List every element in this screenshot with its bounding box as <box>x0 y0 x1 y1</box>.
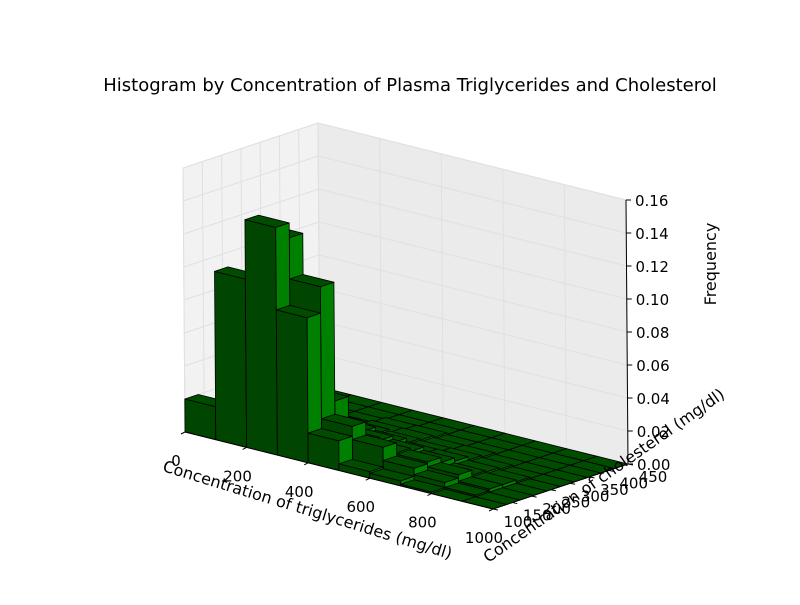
bar-top-face <box>338 458 384 473</box>
y-tick-label: 350 <box>600 481 629 499</box>
y-tick-label: 150 <box>523 507 552 525</box>
x-tick-label: 600 <box>346 498 375 516</box>
z-tick-label: 0.00 <box>637 456 670 474</box>
bar <box>275 304 323 464</box>
y-tick-mark <box>589 476 595 479</box>
y-tick-mark <box>570 482 576 485</box>
bar-top-face <box>427 462 473 476</box>
z-tick-label: 0.16 <box>635 192 668 210</box>
bar-top-face <box>244 214 290 228</box>
x-tick-mark <box>427 493 432 497</box>
y-tick-label: 300 <box>581 487 610 505</box>
tick-labels: 0200400600800100010015020025030035040045… <box>171 192 670 547</box>
y-tick-label: 100 <box>504 513 533 531</box>
bar-top-face <box>400 479 446 493</box>
bar-top-face <box>289 274 335 288</box>
x-tick-label: 1000 <box>465 529 503 547</box>
z-tick-label: 0.04 <box>637 390 670 408</box>
bar-top-face <box>369 468 415 482</box>
z-tick-label: 0.14 <box>635 225 668 243</box>
grid-line-z <box>183 221 627 300</box>
grid-line-z <box>182 122 627 201</box>
y-tick-mark <box>512 502 518 505</box>
z-tick-label: 0.12 <box>636 258 669 276</box>
y-tick-mark <box>531 495 537 498</box>
y-tick-label: 200 <box>542 500 571 518</box>
bar-top-face <box>351 434 398 448</box>
x-tick-mark <box>180 431 186 435</box>
x-axis-line <box>184 431 494 510</box>
bar-top-face <box>320 413 367 427</box>
bar-top-face <box>413 469 459 483</box>
x-tick-mark <box>365 477 371 481</box>
x-tick-label: 400 <box>285 483 314 501</box>
bar-front-face <box>214 270 248 448</box>
y-tick-label: 250 <box>562 494 591 512</box>
z-tick-label: 0.08 <box>636 324 669 342</box>
bars-group <box>184 214 629 510</box>
bar-front-face <box>275 309 309 464</box>
grid-line-z <box>183 155 627 234</box>
z-tick-label: 0.10 <box>636 291 669 309</box>
bar-front-face <box>244 219 278 456</box>
y-tick-mark <box>550 489 556 492</box>
y-axis-line <box>492 463 629 510</box>
bar-top-face <box>396 449 442 463</box>
x-tick-label: 0 <box>171 452 181 470</box>
chart-title: Histogram by Concentration of Plasma Tri… <box>103 75 717 96</box>
z-tick-label: 0.02 <box>637 423 670 441</box>
y-tick-mark <box>492 508 499 511</box>
y-tick-mark <box>608 469 614 472</box>
z-tick-label: 0.06 <box>636 357 669 375</box>
x-tick-label: 800 <box>408 514 437 532</box>
bar-top-face <box>275 304 322 319</box>
x-tick-mark <box>488 508 494 512</box>
bar-top-face <box>444 482 490 496</box>
x-tick-mark <box>242 446 247 450</box>
z-axis-label: Frequency <box>701 223 720 306</box>
y-tick-label: 400 <box>619 474 648 492</box>
y-tick-label: 450 <box>639 468 668 486</box>
x-tick-mark <box>303 462 309 466</box>
grid-line-z <box>183 188 627 267</box>
x-tick-label: 200 <box>223 467 252 485</box>
bar-top-face <box>307 428 353 442</box>
bar-top-face <box>382 455 428 469</box>
bar-top-face <box>457 476 504 490</box>
